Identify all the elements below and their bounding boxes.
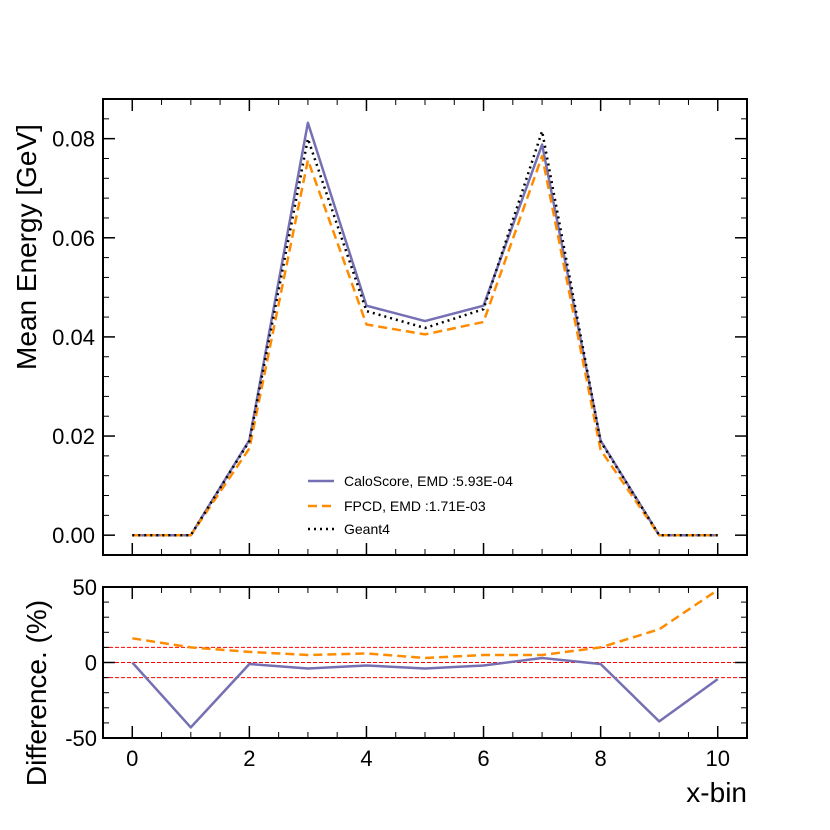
x-tick-label: 4 <box>360 746 372 771</box>
main-y-tick-label: 0.04 <box>52 325 95 350</box>
ratio-reference-lines <box>103 646 747 679</box>
x-tick-label: 6 <box>477 746 489 771</box>
main-y-tick-label: 0.06 <box>52 226 95 251</box>
ratio-series-line-caloscore <box>131 656 719 729</box>
main-y-tick-label: 0.08 <box>52 127 95 152</box>
legend: CaloScore, EMD :5.93E-04 FPCD, EMD :1.71… <box>308 473 513 537</box>
ratio-y-tick-label: 0 <box>85 651 97 676</box>
ratio-series-line-fpcd <box>132 588 719 660</box>
x-axis-title: x-bin <box>686 777 747 808</box>
main-series <box>132 121 718 537</box>
main-y-tick-label: 0.00 <box>52 523 95 548</box>
main-y-axis-title: Mean Energy [GeV] <box>11 124 42 370</box>
x-tick-label: 2 <box>243 746 255 771</box>
main-y-ticks: 0.00 0.02 0.04 0.06 0.08 <box>52 98 747 556</box>
ratio-plot-frame <box>102 586 748 739</box>
legend-label-caloscore: CaloScore, EMD :5.93E-04 <box>344 473 513 489</box>
x-tick-label: 0 <box>126 746 138 771</box>
main-series-line-geant4 <box>132 129 718 537</box>
main-panel: 0.00 0.02 0.04 0.06 0.08 Mean Energy [GeV] <box>11 98 748 556</box>
ratio-panel: -50 0 50 0 2 4 6 8 10 Difference. (%) x-bin <box>21 575 748 808</box>
ratio-series <box>131 588 719 729</box>
main-plot-frame <box>102 98 748 556</box>
x-tick-label: 8 <box>595 746 607 771</box>
legend-label-geant4: Geant4 <box>344 521 390 537</box>
x-tick-label: 10 <box>705 746 729 771</box>
main-series-line-fpcd <box>132 154 718 537</box>
ratio-y-tick-label: -50 <box>65 726 97 751</box>
legend-label-fpcd: FPCD, EMD :1.71E-03 <box>344 498 486 514</box>
ratio-y-axis-title: Difference. (%) <box>21 600 52 786</box>
main-y-tick-label: 0.02 <box>52 424 95 449</box>
ratio-y-tick-label: 50 <box>73 575 97 600</box>
